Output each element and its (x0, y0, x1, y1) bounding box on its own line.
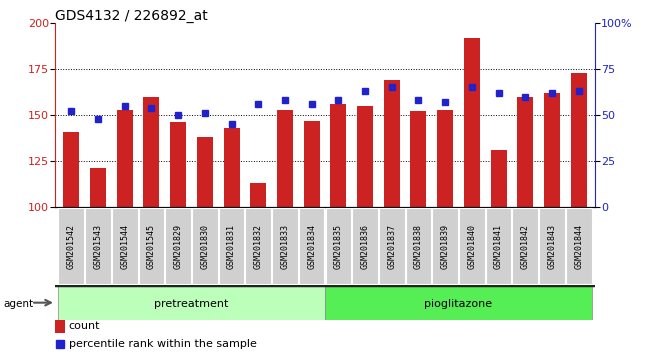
Text: GSM201831: GSM201831 (227, 223, 236, 269)
FancyBboxPatch shape (138, 208, 164, 284)
FancyBboxPatch shape (352, 208, 378, 284)
Text: GSM201545: GSM201545 (147, 223, 156, 269)
Bar (330, 104, 346, 207)
Bar (250, 183, 266, 207)
FancyBboxPatch shape (459, 208, 485, 284)
Text: percentile rank within the sample: percentile rank within the sample (69, 339, 257, 349)
Bar (384, 80, 400, 207)
Bar (571, 73, 587, 207)
FancyBboxPatch shape (58, 208, 84, 284)
Text: GSM201832: GSM201832 (254, 223, 263, 269)
FancyBboxPatch shape (165, 208, 191, 284)
FancyBboxPatch shape (540, 208, 565, 284)
FancyBboxPatch shape (272, 208, 298, 284)
Text: pretreatment: pretreatment (154, 299, 229, 309)
Text: GSM201840: GSM201840 (467, 223, 476, 269)
FancyBboxPatch shape (379, 208, 404, 284)
FancyBboxPatch shape (406, 208, 432, 284)
Bar (410, 112, 426, 207)
Bar (491, 150, 506, 207)
Text: GSM201839: GSM201839 (441, 223, 450, 269)
Bar (90, 169, 106, 207)
FancyBboxPatch shape (299, 208, 324, 284)
Bar (117, 109, 133, 207)
Text: pioglitazone: pioglitazone (424, 299, 493, 309)
Bar (144, 97, 159, 207)
Bar (170, 122, 186, 207)
Text: GSM201843: GSM201843 (547, 223, 556, 269)
Bar (224, 128, 240, 207)
FancyBboxPatch shape (566, 208, 592, 284)
Bar (197, 137, 213, 207)
FancyBboxPatch shape (85, 208, 111, 284)
FancyBboxPatch shape (486, 208, 512, 284)
Text: GSM201842: GSM201842 (521, 223, 530, 269)
Text: GSM201829: GSM201829 (174, 223, 183, 269)
FancyBboxPatch shape (112, 208, 138, 284)
Bar (464, 38, 480, 207)
Bar (55, 320, 65, 333)
FancyBboxPatch shape (326, 208, 351, 284)
Text: count: count (69, 321, 100, 331)
Bar (304, 121, 320, 207)
FancyBboxPatch shape (246, 208, 271, 284)
FancyBboxPatch shape (432, 208, 458, 284)
Bar (357, 106, 373, 207)
Text: GSM201544: GSM201544 (120, 223, 129, 269)
Text: GSM201841: GSM201841 (494, 223, 503, 269)
Text: agent: agent (3, 299, 33, 309)
Bar (437, 109, 453, 207)
Bar (325, 286, 592, 320)
Text: GSM201542: GSM201542 (67, 223, 76, 269)
Text: GSM201836: GSM201836 (361, 223, 370, 269)
FancyBboxPatch shape (512, 208, 538, 284)
Text: GSM201835: GSM201835 (334, 223, 343, 269)
Text: GDS4132 / 226892_at: GDS4132 / 226892_at (55, 9, 208, 23)
Bar (277, 109, 293, 207)
Bar (544, 93, 560, 207)
Text: GSM201838: GSM201838 (414, 223, 423, 269)
Bar (517, 97, 533, 207)
Text: GSM201543: GSM201543 (94, 223, 103, 269)
Bar (63, 132, 79, 207)
Text: GSM201834: GSM201834 (307, 223, 316, 269)
FancyBboxPatch shape (192, 208, 218, 284)
Text: GSM201844: GSM201844 (574, 223, 583, 269)
FancyBboxPatch shape (218, 208, 244, 284)
Text: GSM201830: GSM201830 (200, 223, 209, 269)
Text: GSM201837: GSM201837 (387, 223, 396, 269)
Text: GSM201833: GSM201833 (280, 223, 289, 269)
Bar (58, 286, 325, 320)
